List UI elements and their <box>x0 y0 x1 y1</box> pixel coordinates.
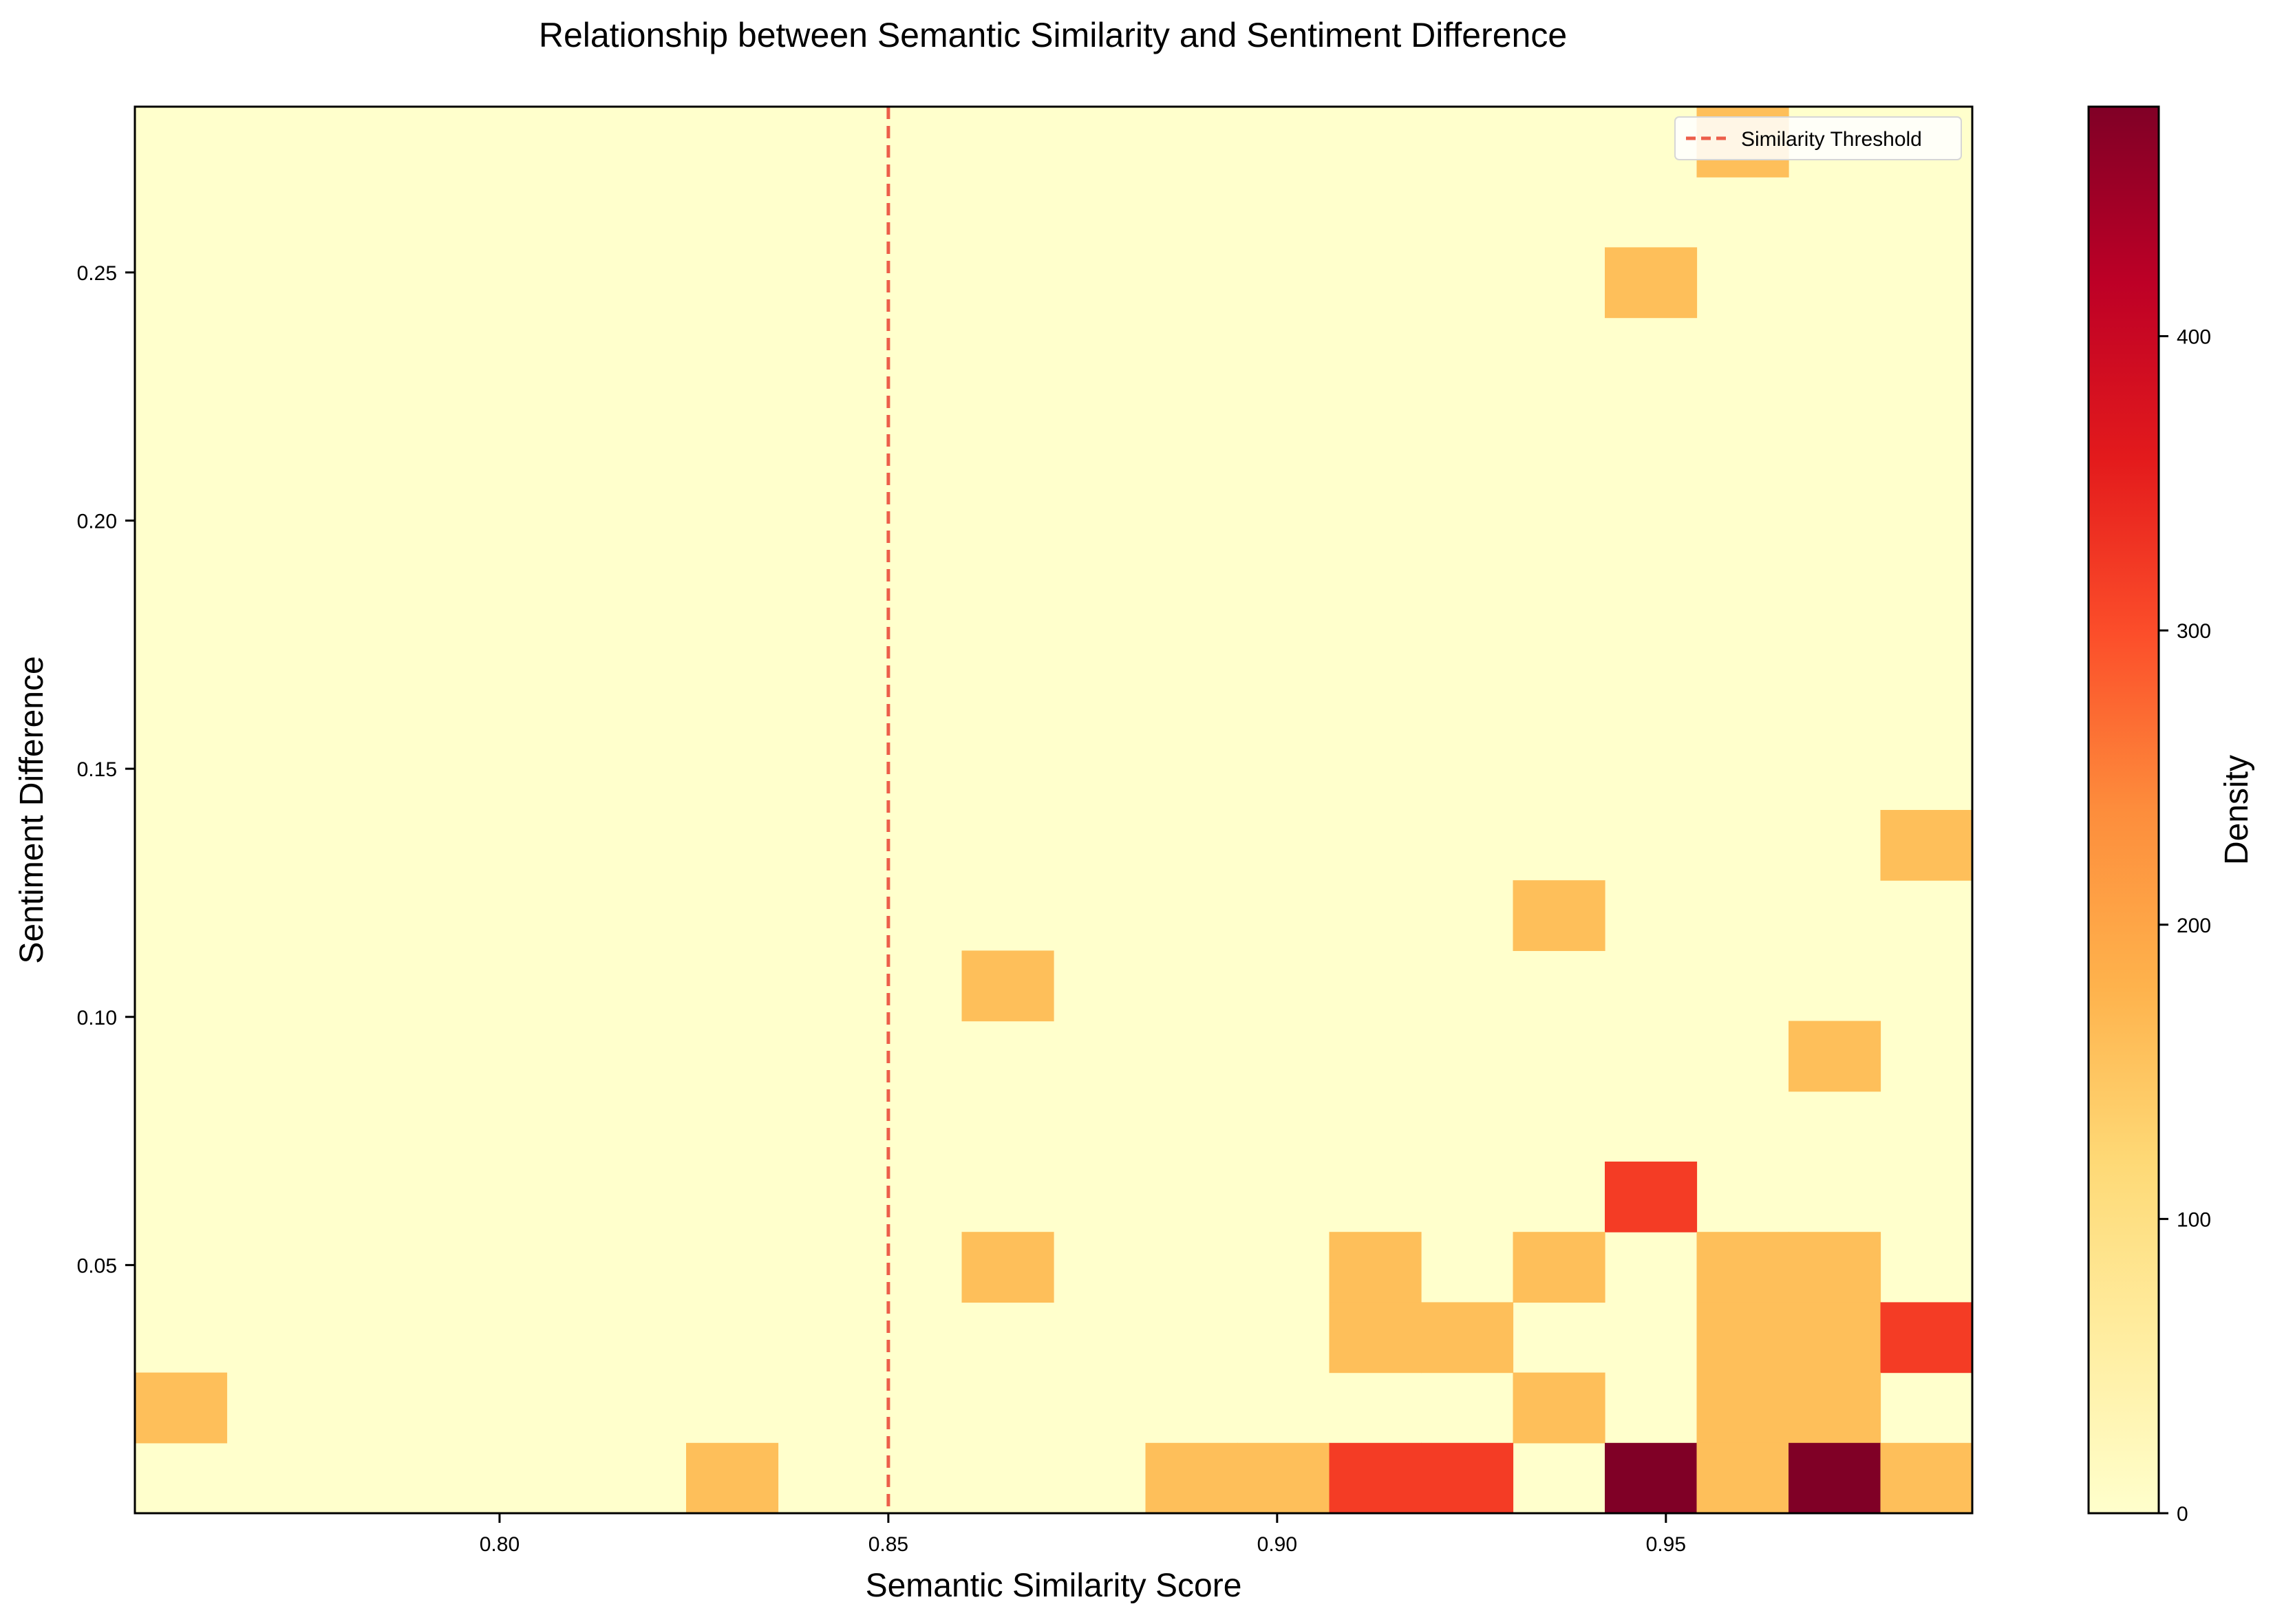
heatmap-cell <box>1880 810 1973 881</box>
heatmap-cell <box>1513 1232 1605 1303</box>
heatmap-cell <box>1696 1372 1789 1444</box>
colorbar-gradient <box>2087 105 2160 1515</box>
y-axis-label: Sentiment Difference <box>14 656 50 963</box>
y-tick-label: 0.25 <box>77 262 117 285</box>
x-axis-label: Semantic Similarity Score <box>866 1568 1242 1604</box>
x-tick-label: 0.90 <box>1257 1533 1297 1556</box>
heatmap-cell <box>1421 1442 1514 1514</box>
colorbar-tick-label: 0 <box>2177 1503 2188 1526</box>
x-tick-label: 0.85 <box>868 1533 908 1556</box>
colorbar-label: Density <box>2219 755 2255 865</box>
heatmap-cell <box>1696 1442 1789 1514</box>
heatmap-cell <box>1329 1232 1422 1303</box>
colorbar-tick-label: 400 <box>2177 326 2211 349</box>
y-tick-label: 0.15 <box>77 758 117 781</box>
y-axis-ticks: 0.05 0.10 0.15 0.20 0.25 <box>77 262 135 1277</box>
x-axis-ticks: 0.80 0.85 0.90 0.95 <box>480 1513 1686 1556</box>
x-tick-label: 0.95 <box>1646 1533 1686 1556</box>
plot-frame <box>134 105 1974 1515</box>
heatmap-cell <box>1605 247 1698 319</box>
heatmap-cell <box>686 1442 779 1514</box>
heatmap-cell <box>1789 1302 1881 1374</box>
heatmap-cell <box>1605 1162 1698 1232</box>
heatmap-cell <box>1696 1302 1789 1374</box>
heatmap-cell <box>1789 1442 1881 1514</box>
colorbar: 0 100 200 300 400 Density <box>2087 105 2255 1526</box>
chart-title: Relationship between Semantic Similarity… <box>539 16 1567 54</box>
plot-area <box>134 105 1974 1515</box>
heatmap-cell <box>1329 1302 1422 1374</box>
heatmap-cell <box>1880 1442 1973 1514</box>
heatmap-cell <box>1789 1021 1881 1092</box>
heatmap-cell <box>1145 1442 1238 1514</box>
heatmap-cell <box>1789 1232 1881 1303</box>
heatmap-cell <box>1696 1232 1789 1303</box>
legend-label: Similarity Threshold <box>1741 128 1922 151</box>
heatmap-cell <box>1513 1372 1605 1444</box>
heatmap-cell <box>1329 1442 1422 1514</box>
colorbar-tick-label: 200 <box>2177 915 2211 937</box>
heatmap-cell <box>1513 880 1605 951</box>
colorbar-tick-label: 100 <box>2177 1208 2211 1231</box>
x-tick-label: 0.80 <box>480 1533 520 1556</box>
legend: Similarity Threshold <box>1674 116 1962 160</box>
y-tick-label: 0.10 <box>77 1007 117 1029</box>
y-tick-label: 0.05 <box>77 1254 117 1277</box>
heatmap-cell <box>1789 1372 1881 1444</box>
heatmap-cell <box>1605 1442 1698 1514</box>
heatmap-cell <box>1237 1442 1330 1514</box>
y-tick-label: 0.20 <box>77 511 117 533</box>
colorbar-ticks: 0 100 200 300 400 <box>2159 326 2211 1526</box>
legend-box <box>1674 116 1962 160</box>
heatmap-cell <box>961 950 1054 1022</box>
heatmap-cell <box>961 1232 1054 1303</box>
heatmap-cell <box>1421 1302 1514 1374</box>
heatmap-cell <box>1880 1302 1973 1374</box>
colorbar-tick-label: 300 <box>2177 620 2211 643</box>
heatmap-cell <box>135 1372 228 1444</box>
